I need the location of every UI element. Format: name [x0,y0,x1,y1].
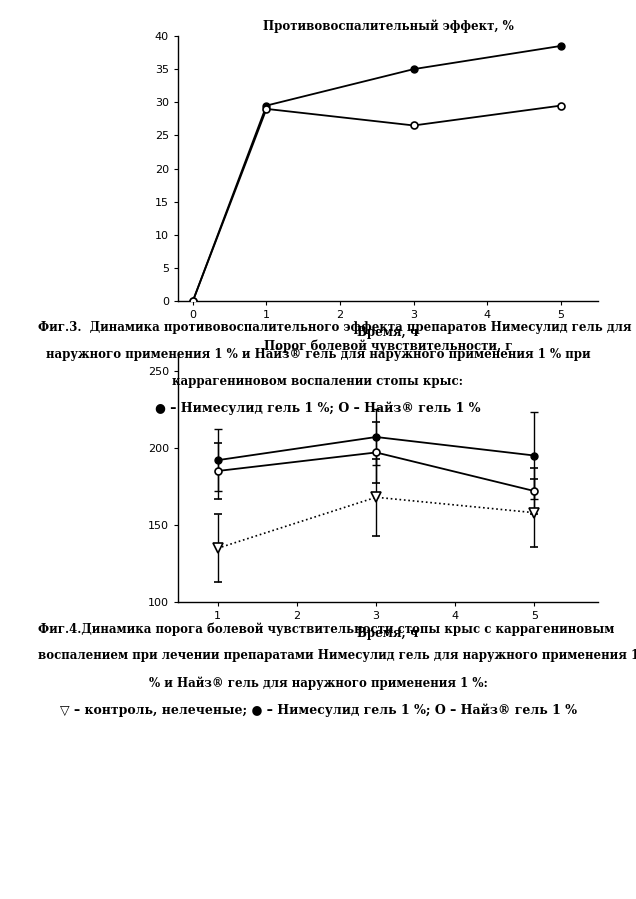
Text: ● – Нимесулид гель 1 %; О – Найз® гель 1 %: ● – Нимесулид гель 1 %; О – Найз® гель 1… [155,402,481,415]
Title: Порог болевой чувствительности, г: Порог болевой чувствительности, г [264,339,512,352]
Text: Фиг.3.  Динамика противовоспалительного эффекта препаратов Нимесулид гель для: Фиг.3. Динамика противовоспалительного э… [38,321,632,334]
X-axis label: Время, ч: Время, ч [357,627,418,640]
Text: Фиг.4.Динамика порога болевой чувствительности стопы крыс с каррагениновым: Фиг.4.Динамика порога болевой чувствител… [38,622,614,636]
Title: Противовоспалительный эффект, %: Противовоспалительный эффект, % [263,20,513,33]
Text: каррагениновом воспалении стопы крыс:: каррагениновом воспалении стопы крыс: [172,375,464,387]
Text: % и Найз® гель для наружного применения 1 %:: % и Найз® гель для наружного применения … [149,676,487,690]
Text: ▽ – контроль, нелеченые; ● – Нимесулид гель 1 %; О – Найз® гель 1 %: ▽ – контроль, нелеченые; ● – Нимесулид г… [60,703,576,717]
Text: воспалением при лечении препаратами Нимесулид гель для наружного применения 1: воспалением при лечении препаратами Ниме… [38,649,636,662]
Text: наружного применения 1 % и Найз® гель для наружного применения 1 % при: наружного применения 1 % и Найз® гель дл… [46,348,590,361]
X-axis label: Время, ч: Время, ч [357,325,418,339]
